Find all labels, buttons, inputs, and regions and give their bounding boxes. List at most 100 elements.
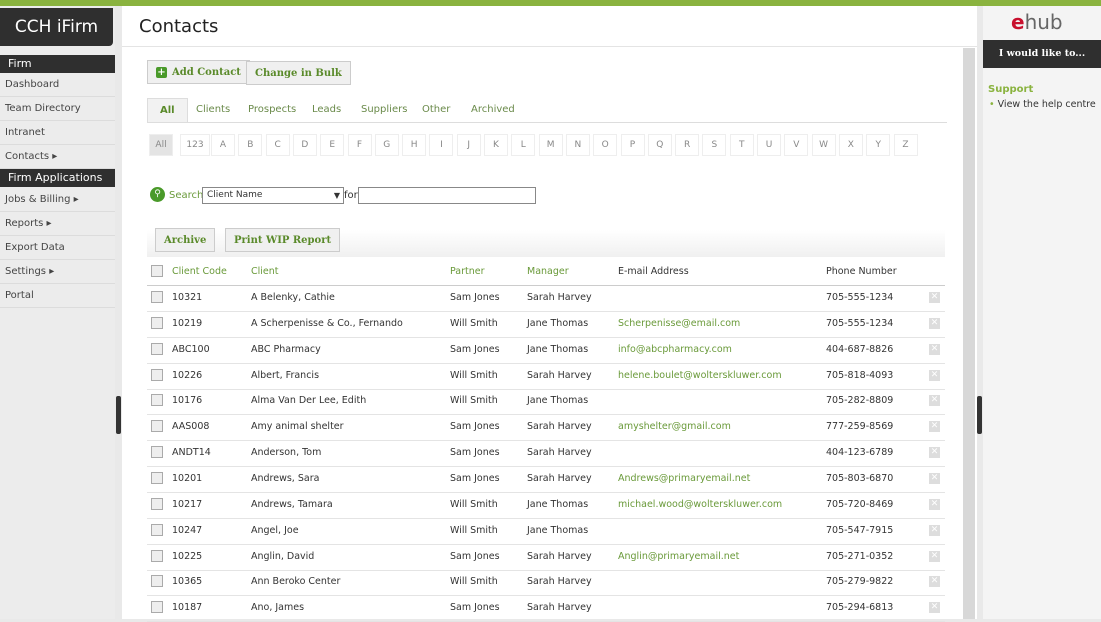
table-row[interactable]: 10365 Ann Beroko Center Will Smith Sarah Ha… [147,569,945,597]
tab-suppliers[interactable]: Suppliers [361,104,408,115]
sidebar-item-team-directory[interactable]: Team Directory [0,97,115,121]
select-all-checkbox[interactable] [151,265,163,277]
letter-filter-x[interactable]: X [838,134,863,156]
delete-icon[interactable]: ✕ [929,317,940,329]
email-cell[interactable]: michael.wood@wolterskluwer.com [618,498,783,510]
sidebar-item-contacts[interactable]: Contacts ▸ [0,145,115,169]
letter-filter-b[interactable]: B [238,134,263,156]
email-cell[interactable]: Andrews@primaryemail.net [618,472,751,484]
archive-button[interactable]: Archive [155,228,216,252]
letter-filter-123[interactable]: 123 [180,134,210,156]
delete-icon[interactable]: ✕ [929,524,940,536]
column-header[interactable]: Partner [450,266,485,277]
letter-filter-i[interactable]: I [429,134,454,156]
delete-icon[interactable]: ✕ [929,602,940,614]
column-header[interactable]: Client Code [172,266,227,277]
table-row[interactable]: 10321 A Belenky, Cathie Sam Jones Sarah Har… [147,285,945,312]
delete-icon[interactable]: ✕ [929,447,940,459]
row-checkbox[interactable] [151,394,163,407]
letter-filter-z[interactable]: Z [893,134,918,156]
table-row[interactable]: 10201 Andrews, Sara Sam Jones Sarah Harvey A… [147,466,945,493]
scrollbar[interactable] [963,48,975,619]
row-checkbox[interactable] [151,316,163,329]
row-checkbox[interactable] [151,471,163,484]
row-checkbox[interactable] [151,291,163,303]
sidebar-item-intranet[interactable]: Intranet [0,121,115,145]
print-wip-report-button[interactable]: Print WIP Report [225,228,341,252]
row-checkbox[interactable] [151,446,163,459]
letter-filter-o[interactable]: O [593,134,618,156]
letter-filter-d[interactable]: D [292,134,317,156]
sidebar-item-jobs-billing[interactable]: Jobs & Billing ▸ [0,188,115,212]
right-panel-collapse-handle[interactable] [977,396,982,434]
change-in-bulk-button[interactable]: Change in Bulk [246,61,351,85]
row-checkbox[interactable] [151,497,163,510]
help-centre-link[interactable]: • View the help centre [989,99,1096,110]
email-cell[interactable]: Anglin@primaryemail.net [618,550,740,562]
search-input[interactable] [358,187,536,204]
sidebar-item-export-data[interactable]: Export Data [0,236,115,260]
letter-filter-y[interactable]: Y [866,134,891,156]
letter-filter-v[interactable]: V [784,134,809,156]
ehub-logo[interactable]: ehub [1011,10,1063,34]
letter-filter-e[interactable]: E [320,134,345,156]
delete-icon[interactable]: ✕ [929,550,940,562]
letter-filter-all[interactable]: All [149,134,173,156]
sidebar-item-portal[interactable]: Portal [0,284,115,308]
row-checkbox[interactable] [151,575,163,588]
tab-other[interactable]: Other [422,104,451,115]
delete-icon[interactable]: ✕ [929,472,940,484]
letter-filter-p[interactable]: P [620,134,645,156]
letter-filter-j[interactable]: J [456,134,481,156]
letter-filter-f[interactable]: F [347,134,372,156]
row-checkbox[interactable] [151,549,163,562]
email-cell[interactable]: helene.boulet@wolterskluwer.com [618,369,782,381]
add-contact-button[interactable]: + Add Contact [147,60,250,84]
i-would-like-to-menu[interactable]: I would like to... [983,40,1101,68]
email-cell[interactable]: amyshelter@gmail.com [618,421,731,433]
email-cell[interactable]: info@abcpharmacy.com [618,343,732,355]
row-checkbox[interactable] [151,420,163,433]
row-checkbox[interactable] [151,342,163,355]
delete-icon[interactable]: ✕ [929,576,940,588]
table-row[interactable]: 10225 Anglin, David Sam Jones Sarah Harvey A… [147,544,945,571]
table-row[interactable]: 10217 Andrews, Tamara Will Smith Jane Thoma… [147,492,945,519]
letter-filter-q[interactable]: Q [647,134,672,156]
app-logo[interactable]: CCH iFirm [0,8,113,46]
table-row[interactable]: AAS008 Amy animal shelter Sam Jones Sarah H… [147,414,945,442]
table-row[interactable]: 10176 Alma Van Der Lee, Edith Will Smith Ja… [147,388,945,416]
table-row[interactable]: 10187 Ano, James Sam Jones Sarah Harvey 705-… [147,595,945,622]
letter-filter-c[interactable]: C [265,134,290,156]
table-row[interactable]: ANDT14 Anderson, Tom Sam Jones Sarah Harvey… [147,440,945,468]
letter-filter-k[interactable]: K [484,134,508,156]
letter-filter-t[interactable]: T [729,134,754,156]
letter-filter-g[interactable]: G [374,134,399,156]
tab-leads[interactable]: Leads [312,104,342,115]
delete-icon[interactable]: ✕ [929,343,940,355]
row-checkbox[interactable] [151,368,163,381]
column-header[interactable]: Manager [527,266,569,277]
table-row[interactable]: 10226 Albert, Francis Will Smith Sarah Harv… [147,363,945,390]
table-row[interactable]: 10247 Angel, Joe Will Smith Jane Thomas 705-… [147,518,945,545]
row-checkbox[interactable] [151,601,163,614]
letter-filter-n[interactable]: N [565,134,590,156]
letter-filter-r[interactable]: R [675,134,700,156]
table-row[interactable]: 10219 A Scherpenisse & Co., Fernando Will … [147,311,945,338]
delete-icon[interactable]: ✕ [929,498,940,510]
tab-archived[interactable]: Archived [471,104,515,115]
letter-filter-w[interactable]: W [811,134,836,156]
delete-icon[interactable]: ✕ [929,292,940,303]
delete-icon[interactable]: ✕ [929,421,940,433]
letter-filter-m[interactable]: M [538,134,563,156]
tab-clients[interactable]: Clients [196,104,231,115]
letter-filter-s[interactable]: S [702,134,727,156]
column-header[interactable]: Client [251,266,279,277]
row-checkbox[interactable] [151,523,163,536]
tab-all[interactable]: All [147,98,188,123]
letter-filter-h[interactable]: H [402,134,427,156]
letter-filter-u[interactable]: U [757,134,781,156]
delete-icon[interactable]: ✕ [929,395,940,407]
sidebar-item-settings[interactable]: Settings ▸ [0,260,115,284]
delete-icon[interactable]: ✕ [929,369,940,381]
sidebar-item-reports[interactable]: Reports ▸ [0,212,115,236]
